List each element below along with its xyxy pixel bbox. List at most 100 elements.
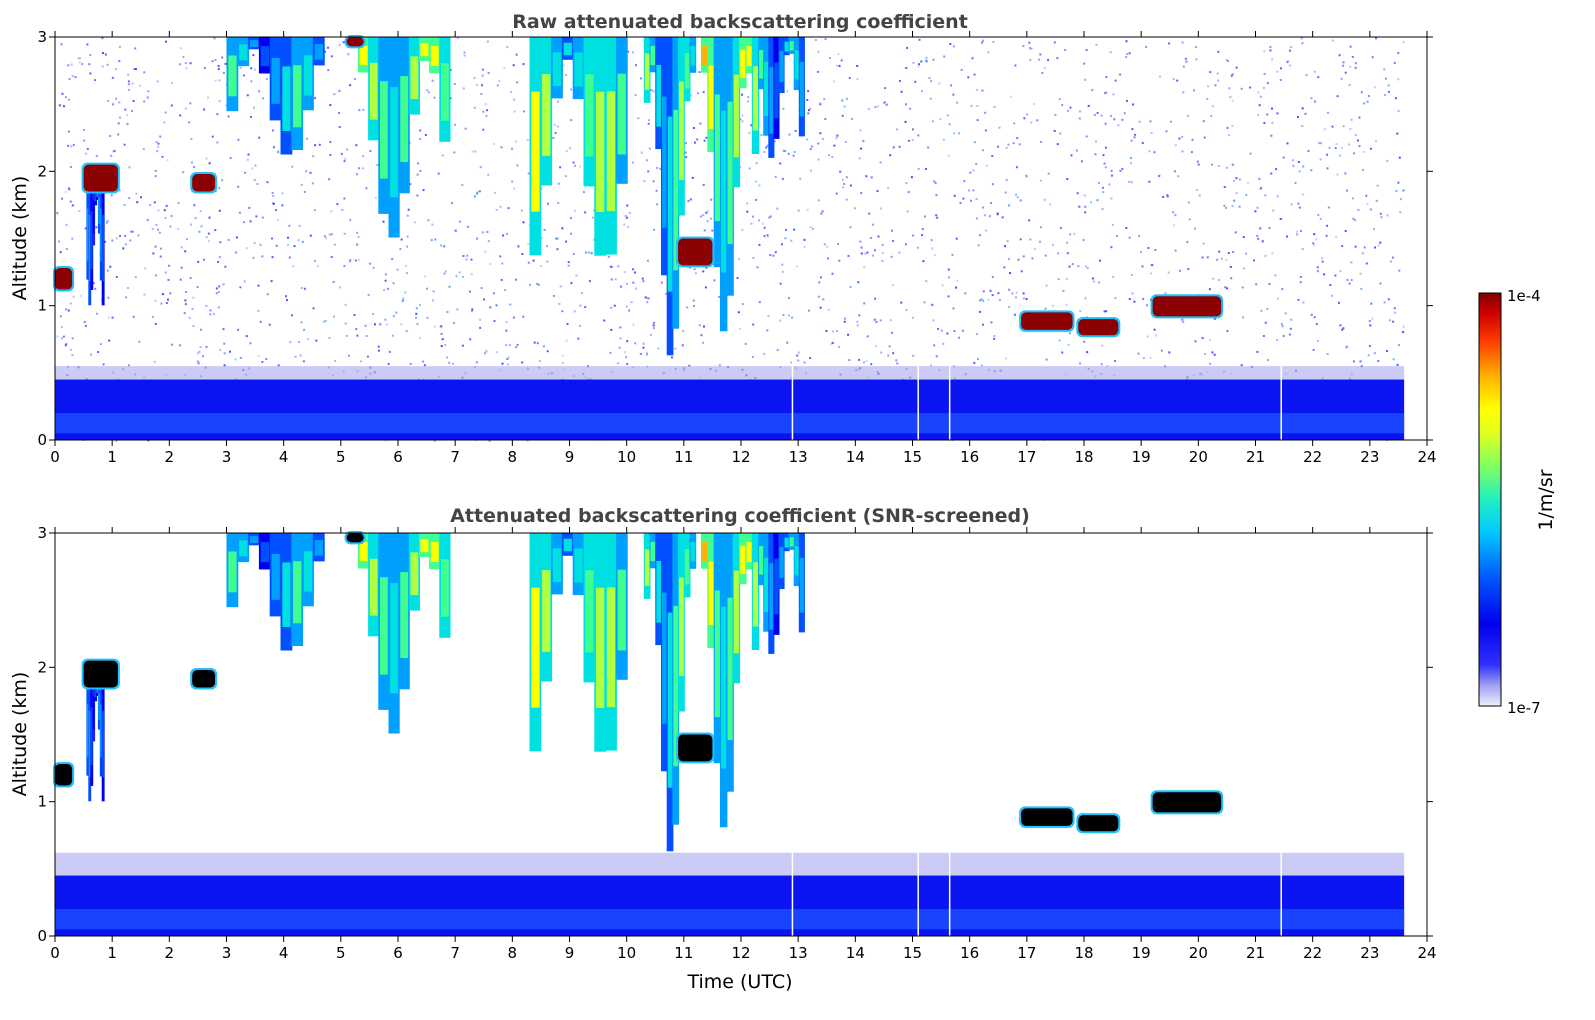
x-tick-label: 18 — [1074, 944, 1093, 962]
noise-pixel — [154, 299, 157, 302]
noise-pixel — [656, 203, 659, 206]
streak-inner — [684, 53, 690, 89]
noise-pixel — [205, 305, 208, 307]
noise-pixel — [292, 265, 295, 268]
noise-pixel — [189, 223, 192, 226]
noise-pixel — [646, 301, 649, 304]
boundary-layer — [55, 852, 1405, 936]
noise-pixel — [700, 215, 703, 218]
noise-pixel — [552, 136, 555, 139]
noise-pixel — [1015, 296, 1017, 299]
noise-pixel — [487, 71, 490, 74]
noise-pixel — [1131, 128, 1134, 130]
noise-pixel — [978, 299, 981, 302]
noise-pixel — [858, 358, 861, 361]
noise-pixel — [856, 320, 859, 323]
noise-pixel — [628, 309, 631, 312]
noise-pixel — [1297, 202, 1300, 205]
streak-inner — [420, 539, 429, 553]
noise-pixel — [83, 320, 86, 323]
noise-pixel — [626, 204, 629, 207]
noise-pixel — [60, 43, 63, 46]
noise-pixel — [1305, 74, 1308, 77]
noise-pixel — [1348, 84, 1351, 86]
noise-pixel — [1257, 91, 1260, 94]
noise-pixel — [364, 324, 367, 327]
noise-pixel — [809, 148, 812, 151]
noise-pixel — [1361, 168, 1364, 171]
streak-column — [358, 37, 370, 73]
noise-pixel — [1181, 135, 1184, 138]
noise-pixel — [1369, 208, 1372, 211]
streak-inner — [88, 214, 91, 282]
noise-pixel — [146, 219, 149, 222]
y-tick-label: 1 — [37, 297, 47, 315]
noise-pixel — [699, 122, 702, 125]
noise-pixel — [1312, 349, 1315, 351]
noise-pixel — [1093, 114, 1096, 116]
streak-inner — [673, 605, 679, 767]
noise-pixel — [1338, 301, 1340, 304]
noise-pixel — [821, 138, 824, 140]
noise-pixel — [1350, 279, 1353, 281]
noise-pixel — [639, 353, 642, 355]
noise-pixel — [1153, 151, 1156, 154]
noise-pixel — [632, 281, 635, 284]
noise-pixel — [328, 233, 331, 236]
noise-pixel — [863, 302, 866, 305]
noise-pixel — [1375, 199, 1378, 202]
noise-pixel — [1256, 234, 1259, 237]
noise-pixel — [65, 343, 68, 345]
noise-pixel — [84, 227, 87, 230]
noise-pixel — [1123, 112, 1126, 115]
streak-inner — [90, 707, 93, 765]
noise-pixel — [1316, 270, 1319, 273]
noise-pixel — [1269, 49, 1272, 52]
noise-pixel — [1301, 193, 1304, 196]
streak-column — [269, 37, 282, 121]
noise-pixel — [1057, 252, 1060, 255]
noise-pixel — [870, 237, 873, 239]
noise-pixel — [1102, 191, 1105, 194]
noise-pixel — [642, 342, 645, 345]
noise-pixel — [1149, 272, 1152, 275]
noise-pixel — [559, 285, 562, 288]
noise-pixel — [344, 157, 347, 160]
noise-pixel — [803, 245, 806, 248]
noise-pixel — [833, 144, 836, 147]
noise-pixel — [163, 209, 166, 212]
noise-pixel — [1316, 266, 1319, 269]
noise-pixel — [223, 342, 226, 345]
noise-pixel — [355, 144, 358, 147]
noise-pixel — [660, 281, 663, 284]
cirrus-streak — [226, 533, 325, 651]
noise-pixel — [254, 164, 257, 167]
streak-column — [655, 37, 662, 150]
x-tick-label: 2 — [165, 448, 175, 466]
noise-pixel — [86, 148, 89, 150]
noise-pixel — [998, 126, 1001, 129]
noise-pixel — [1318, 142, 1321, 145]
noise-pixel — [698, 71, 701, 74]
noise-pixel — [78, 61, 81, 64]
noise-pixel — [1302, 165, 1305, 168]
noise-pixel — [1053, 129, 1056, 132]
noise-pixel — [1331, 39, 1334, 42]
streak-inner — [690, 45, 696, 66]
noise-pixel — [170, 343, 173, 346]
streak-inner — [249, 40, 259, 47]
noise-pixel — [71, 354, 74, 357]
liquid-cloud — [344, 531, 366, 545]
noise-pixel — [826, 245, 829, 248]
noise-pixel — [1128, 298, 1131, 300]
noise-pixel — [904, 120, 907, 123]
noise-pixel — [1101, 208, 1104, 211]
noise-pixel — [1184, 57, 1187, 60]
noise-pixel — [1344, 172, 1347, 175]
noise-pixel — [190, 137, 193, 140]
streak-column — [529, 37, 542, 256]
noise-pixel — [246, 94, 249, 97]
noise-pixel — [257, 354, 260, 357]
streak-column — [689, 533, 697, 569]
noise-pixel — [905, 103, 907, 106]
